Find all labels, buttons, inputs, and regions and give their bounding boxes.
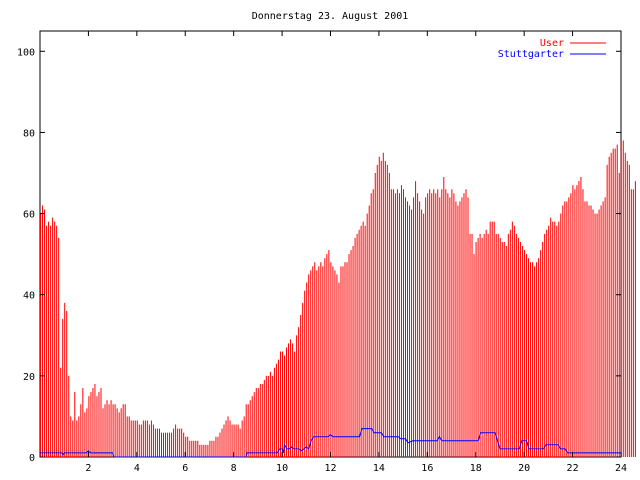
y-tick-label: 60 [23, 210, 35, 221]
y-tick-label: 80 [23, 128, 35, 139]
chart-title: Donnerstag 23. August 2001 [252, 11, 409, 22]
x-tick-label: 12 [324, 463, 336, 474]
x-tick-label: 20 [518, 463, 530, 474]
y-tick-label: 0 [29, 453, 35, 464]
x-tick-label: 8 [231, 463, 237, 474]
x-tick-label: 24 [615, 463, 627, 474]
x-tick-label: 10 [276, 463, 288, 474]
x-tick-label: 2 [85, 463, 91, 474]
x-tick-label: 6 [182, 463, 188, 474]
x-tick-label: 4 [134, 463, 140, 474]
legend: User Stuttgarter [498, 38, 606, 60]
y-tick-label: 40 [23, 291, 35, 302]
legend-stuttgarter-label: Stuttgarter [498, 49, 564, 60]
x-tick-label: 22 [567, 463, 579, 474]
x-tick-label: 14 [373, 463, 385, 474]
stuttgarter-series-line [40, 428, 621, 458]
x-tick-label: 16 [421, 463, 433, 474]
user-series [40, 140, 636, 457]
y-tick-label: 20 [23, 372, 35, 383]
y-tick-label: 100 [17, 47, 35, 58]
x-tick-label: 18 [470, 463, 482, 474]
legend-user-label: User [540, 38, 564, 49]
